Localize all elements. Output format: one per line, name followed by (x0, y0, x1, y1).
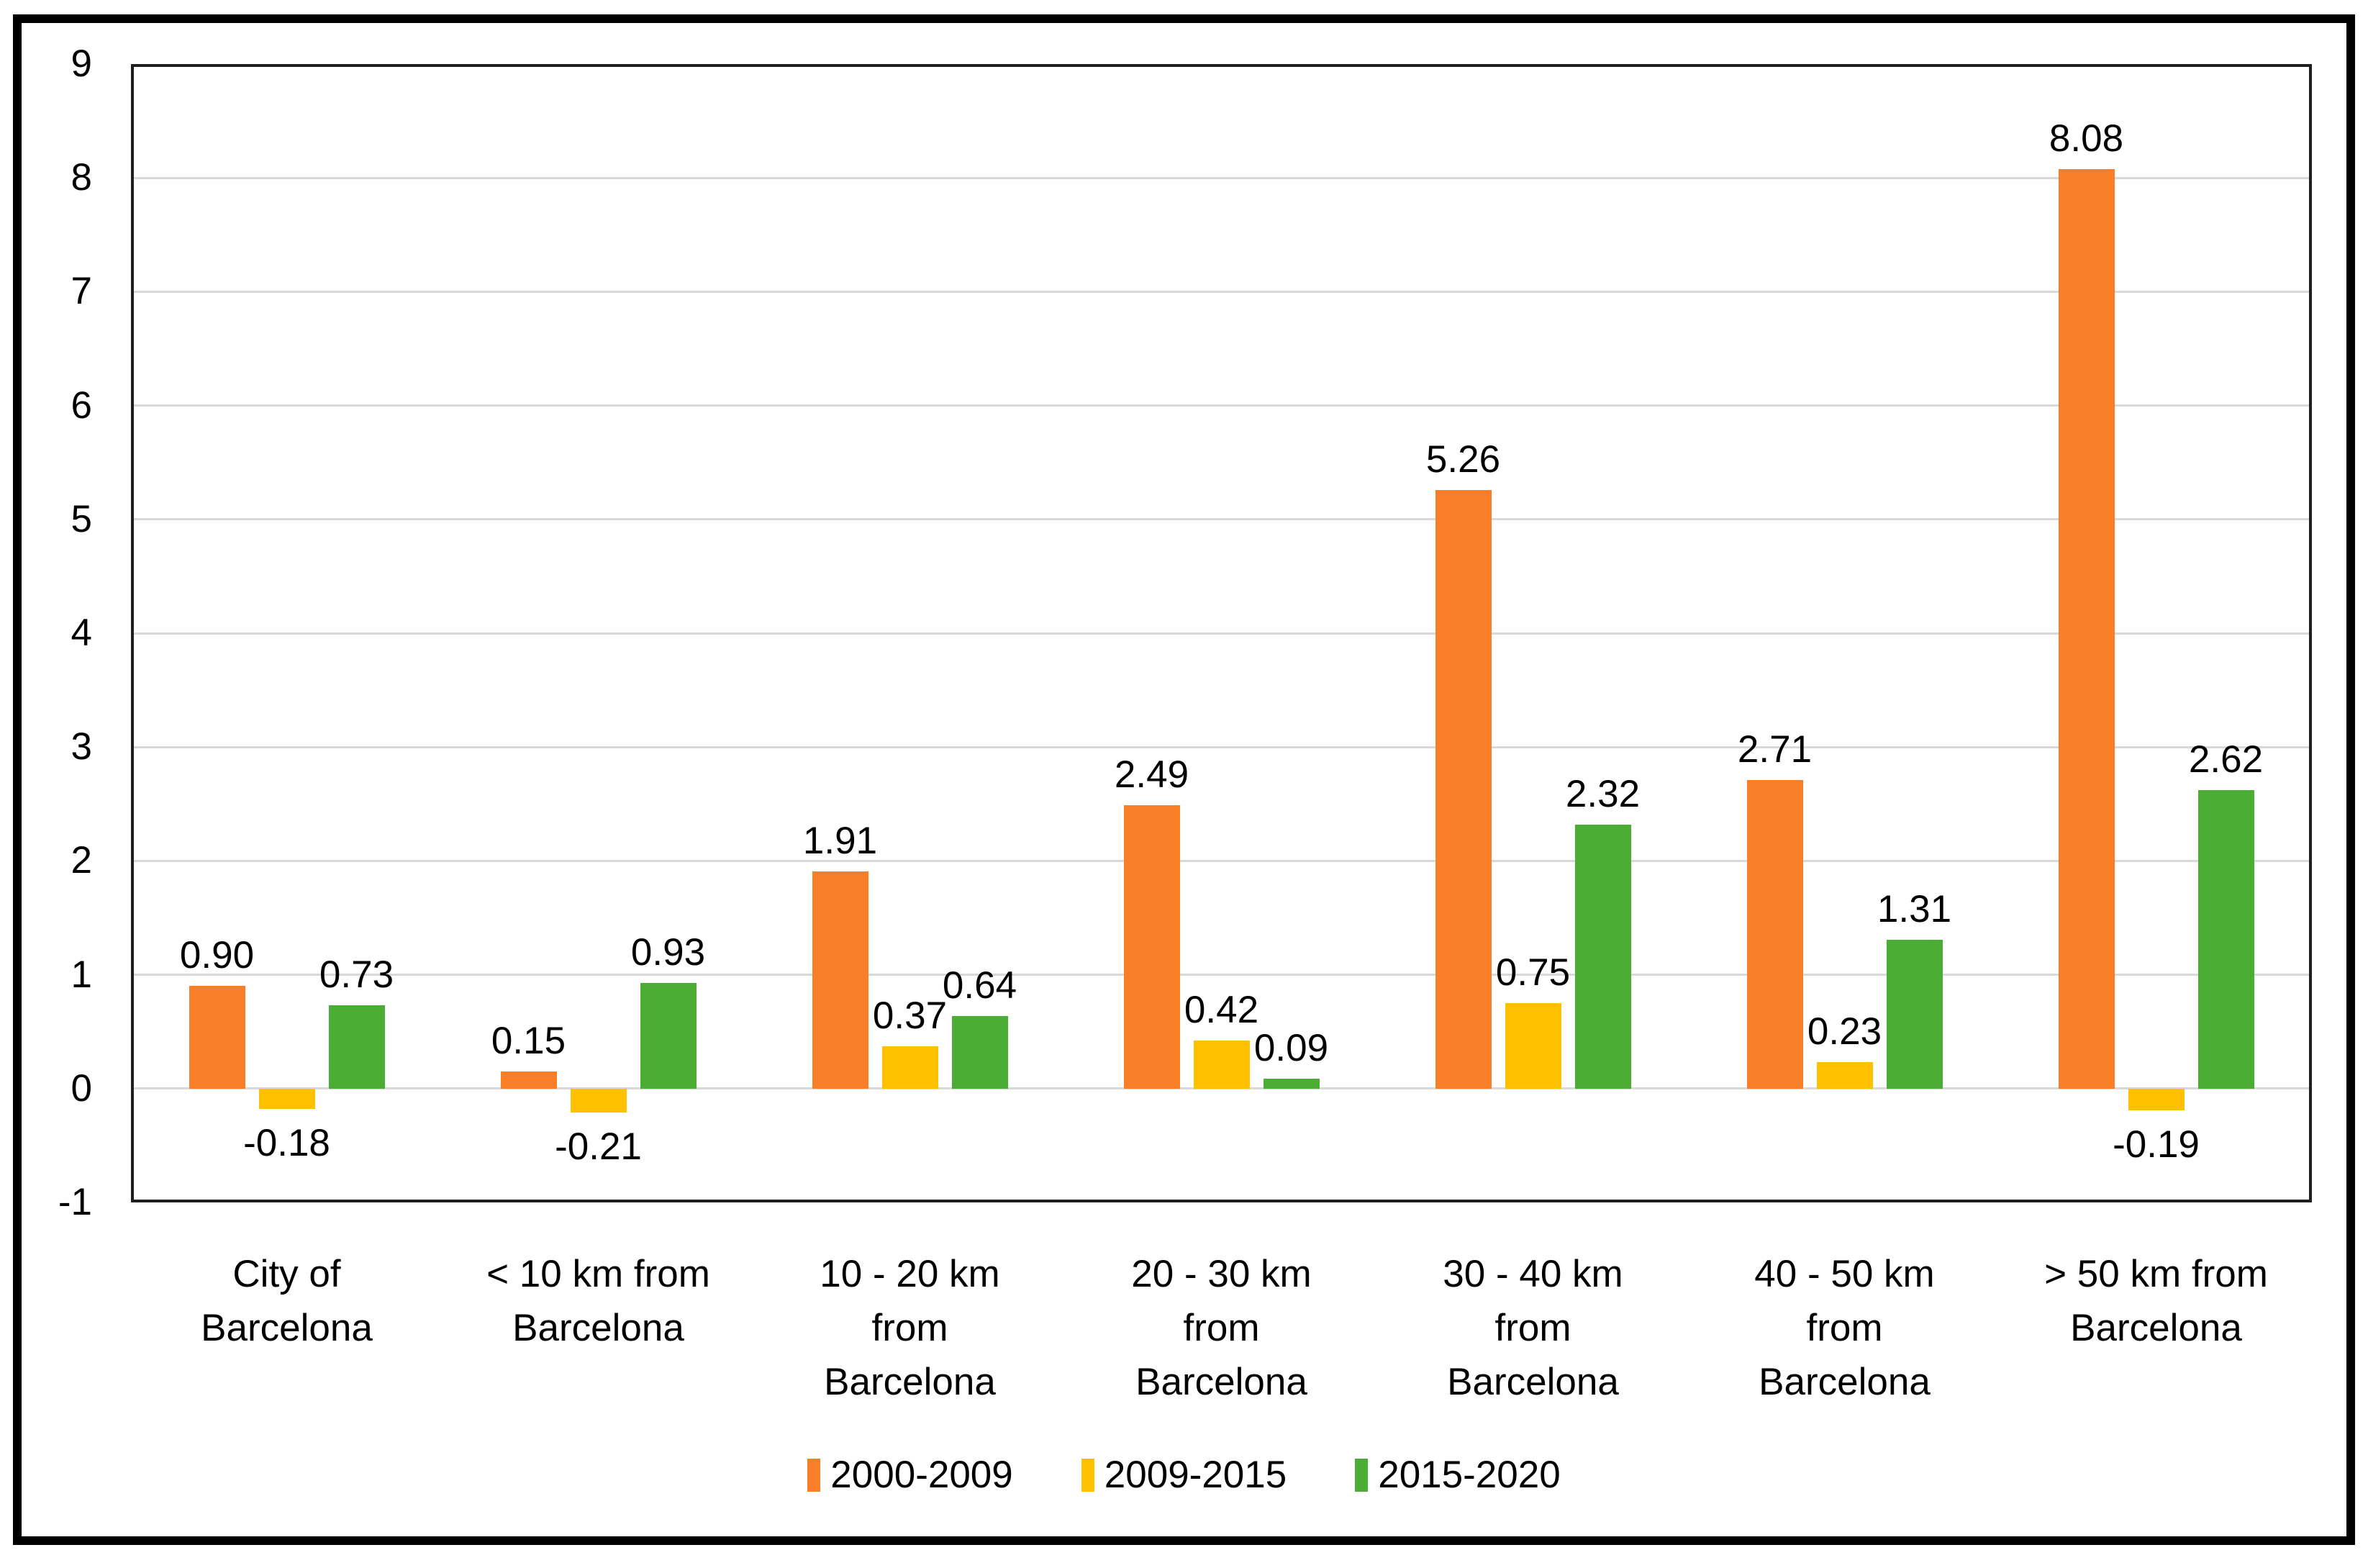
y-tick-label-6: 6 (71, 384, 92, 427)
data-label-2009-2015-cat2: 0.37 (872, 994, 948, 1038)
gridline-8 (134, 176, 2309, 179)
y-tick-label-1: 1 (71, 953, 92, 996)
y-tick-label-3: 3 (71, 725, 92, 769)
category-label-4: 30 - 40 km from Barcelona (1443, 1253, 1623, 1403)
y-tick-label-4: 4 (71, 612, 92, 654)
data-label-2009-2015-cat1: -0.21 (555, 1125, 642, 1169)
data-label-2000-2009-cat1: 0.15 (491, 1020, 566, 1063)
y-tick-label-0: 0 (71, 1066, 92, 1110)
data-label-2000-2009-cat6: 8.08 (2049, 117, 2124, 160)
plot-area-border (131, 64, 2312, 1202)
bar-2015-2020-cat2 (951, 1015, 1008, 1089)
y-tick-label-7: 7 (71, 270, 92, 313)
legend-item-2009-2015: 2009-2015 (1081, 1455, 1287, 1495)
data-label-2009-2015-cat0: -0.18 (243, 1122, 330, 1165)
category-label-0: City of Barcelona (201, 1253, 373, 1349)
bar-2009-2015-cat6 (2128, 1088, 2185, 1110)
data-label-2015-2020-cat4: 2.32 (1565, 772, 1641, 815)
data-label-2000-2009-cat4: 5.26 (1425, 438, 1501, 481)
legend-swatch-2009-2015 (1081, 1459, 1094, 1492)
bar-2009-2015-cat5 (1816, 1062, 1873, 1089)
bar-2015-2020-cat5 (1886, 939, 1943, 1089)
gridline-4 (134, 632, 2309, 635)
data-label-2000-2009-cat0: 0.90 (179, 934, 255, 977)
data-label-2015-2020-cat3: 0.09 (1253, 1026, 1329, 1069)
data-label-2009-2015-cat5: 0.23 (1807, 1010, 1882, 1053)
legend: 2000-2009 2009-2015 2015-2020 (0, 1455, 2368, 1495)
bar-2009-2015-cat1 (570, 1088, 627, 1113)
legend-item-2000-2009: 2000-2009 (807, 1454, 1013, 1496)
gridline-7 (134, 290, 2309, 293)
bar-2000-2009-cat4 (1435, 489, 1492, 1089)
category-label-3: 20 - 30 km from Barcelona (1131, 1253, 1312, 1403)
y-tick-label--1: -1 (58, 1181, 92, 1223)
legend-swatch-2000-2009 (807, 1459, 821, 1492)
legend-label-2015-2020: 2015-2020 (1378, 1454, 1561, 1496)
data-label-2000-2009-cat2: 1.91 (802, 819, 878, 862)
y-tick-label-5: 5 (71, 497, 92, 540)
data-label-2009-2015-cat3: 0.42 (1184, 989, 1259, 1032)
legend-label-2000-2009: 2000-2009 (830, 1454, 1013, 1496)
data-label-2015-2020-cat6: 2.62 (2188, 738, 2264, 781)
bar-2000-2009-cat6 (2058, 168, 2115, 1089)
bar-2000-2009-cat2 (812, 871, 868, 1089)
data-label-2015-2020-cat5: 1.31 (1877, 887, 1952, 930)
category-label-2: 10 - 20 km from Barcelona (820, 1253, 1000, 1403)
bar-2009-2015-cat4 (1505, 1003, 1561, 1089)
gridline-1 (134, 974, 2309, 976)
gridline-0 (134, 1087, 2309, 1090)
legend-item-2015-2020: 2015-2020 (1355, 1454, 1561, 1496)
data-label-2009-2015-cat4: 0.75 (1495, 951, 1571, 994)
bar-2009-2015-cat3 (1193, 1041, 1250, 1089)
gridline-6 (134, 404, 2309, 407)
bar-2015-2020-cat6 (2197, 790, 2254, 1089)
bar-2009-2015-cat0 (258, 1088, 315, 1110)
legend-swatch-2015-2020 (1355, 1459, 1369, 1492)
bar-2015-2020-cat1 (640, 982, 697, 1089)
bar-2000-2009-cat3 (1123, 805, 1180, 1089)
category-label-5: 40 - 50 km from Barcelona (1754, 1253, 1935, 1403)
data-label-2000-2009-cat3: 2.49 (1114, 753, 1189, 796)
data-label-2009-2015-cat6: -0.19 (2113, 1123, 2200, 1166)
category-label-1: < 10 km from Barcelona (486, 1253, 710, 1349)
data-label-2000-2009-cat5: 2.71 (1737, 728, 1813, 771)
y-tick-label-9: 9 (71, 42, 92, 85)
bar-2000-2009-cat1 (500, 1071, 557, 1089)
y-tick-label-2: 2 (71, 839, 92, 882)
category-label-6: > 50 km from Barcelona (2044, 1253, 2268, 1349)
bar-2015-2020-cat3 (1263, 1078, 1320, 1089)
bar-2000-2009-cat0 (189, 986, 245, 1089)
gridline-3 (134, 746, 2309, 748)
gridline-2 (134, 859, 2309, 862)
legend-label-2009-2015: 2009-2015 (1104, 1454, 1287, 1496)
y-tick-label-8: 8 (71, 156, 92, 199)
gridline-5 (134, 518, 2309, 521)
bar-2009-2015-cat2 (881, 1046, 938, 1089)
data-label-2015-2020-cat0: 0.73 (319, 953, 394, 997)
bar-2000-2009-cat5 (1746, 780, 1803, 1089)
data-label-2015-2020-cat1: 0.93 (630, 930, 706, 974)
bar-2015-2020-cat0 (328, 1005, 385, 1089)
bar-2015-2020-cat4 (1574, 824, 1631, 1089)
data-label-2015-2020-cat2: 0.64 (942, 964, 1017, 1007)
